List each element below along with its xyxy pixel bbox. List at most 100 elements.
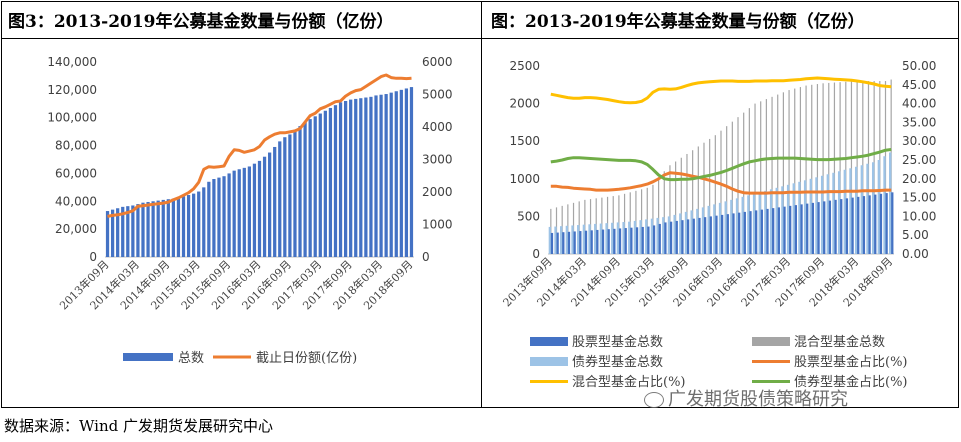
left-y-left-tick: 0 — [89, 250, 97, 264]
right-y-right-tick: 45.00 — [902, 78, 936, 92]
right-bar-stock — [783, 206, 786, 254]
right-bar-mixed — [663, 171, 665, 254]
left-bar-total — [161, 199, 165, 257]
left-bar-total — [394, 91, 398, 257]
left-y-left-tick: 100,000 — [47, 111, 97, 125]
right-y-right-tick: 35.00 — [902, 115, 936, 129]
left-bar-total — [166, 199, 170, 257]
right-bar-mixed — [669, 165, 671, 254]
right-bar-bond — [656, 217, 659, 254]
left-y-left-tick: 80,000 — [55, 139, 97, 153]
left-bar-total — [151, 201, 155, 257]
right-bar-bond — [622, 222, 625, 254]
right-bar-stock — [635, 227, 639, 254]
right-bar-bond — [611, 222, 614, 254]
right-bar-stock — [828, 200, 832, 254]
right-bar-stock — [834, 199, 837, 254]
left-bar-total — [303, 121, 307, 258]
right-line-bond-share — [550, 148, 892, 182]
right-bar-stock — [721, 214, 724, 254]
left-bar-total — [343, 101, 348, 257]
left-bar-total — [202, 187, 206, 257]
right-bar-stock — [715, 215, 718, 254]
right-bar-bond — [701, 207, 705, 254]
right-bar-mixed — [754, 103, 756, 254]
left-bar-total — [227, 173, 231, 257]
right-bar-bond — [832, 172, 835, 254]
right-bar-mixed — [680, 157, 682, 254]
left-bar-total — [318, 113, 322, 258]
left-bar-total — [146, 201, 150, 257]
right-bar-stock — [891, 192, 894, 254]
left-bar-total — [257, 160, 262, 257]
right-bar-mixed — [675, 161, 677, 254]
right-bar-bond — [866, 163, 869, 254]
right-bar-mixed — [720, 130, 722, 254]
right-y-left-tick: 1000 — [509, 172, 540, 186]
right-bar-bond — [548, 226, 552, 254]
right-bar-stock — [573, 231, 576, 254]
right-y-right-tick: 40.00 — [902, 97, 936, 111]
left-bar-total — [181, 196, 186, 257]
left-bar-total — [409, 87, 414, 257]
figure-frame — [1, 1, 959, 408]
left-bar-total — [364, 97, 368, 258]
right-bar-mixed — [760, 101, 762, 255]
right-bar-mixed — [714, 135, 716, 254]
right-bar-bond — [849, 168, 852, 254]
right-bar-stock — [607, 229, 610, 254]
left-bar-total — [186, 195, 191, 257]
right-bar-stock — [845, 198, 849, 254]
left-bar-total — [404, 88, 409, 257]
right-y-right-tick: 0.00 — [902, 247, 929, 261]
left-bar-total — [197, 191, 201, 257]
right-bar-stock — [624, 228, 627, 254]
right-bar-stock — [675, 220, 678, 254]
right-bar-stock — [777, 207, 780, 254]
right-bar-bond — [639, 220, 642, 254]
right-bar-bond — [758, 192, 761, 254]
right-bar-mixed — [709, 138, 711, 254]
right-y-left-tick: 0 — [532, 247, 540, 261]
left-bar-total — [313, 116, 317, 257]
left-y-right-tick: 0 — [422, 250, 430, 264]
right-bar-bond — [684, 211, 688, 254]
right-bar-mixed — [805, 85, 807, 254]
right-bar-mixed — [743, 112, 745, 255]
left-bar-total — [389, 92, 393, 258]
left-bar-total — [338, 102, 343, 258]
right-bar-stock — [862, 196, 866, 254]
right-bar-stock — [868, 195, 871, 254]
right-bar-bond — [883, 156, 886, 254]
right-bar-stock — [738, 212, 741, 254]
right-bar-stock — [732, 213, 735, 254]
left-bar-total — [247, 166, 251, 257]
right-bar-mixed — [726, 126, 728, 254]
right-bar-bond — [871, 162, 875, 254]
left-bar-total — [273, 146, 277, 257]
right-bar-stock — [874, 194, 877, 254]
right-bar-stock — [800, 204, 803, 254]
right-bar-mixed — [686, 153, 688, 254]
left-bar-total — [369, 96, 373, 257]
right-bar-stock — [601, 229, 605, 254]
left-y-left-tick: 20,000 — [55, 222, 97, 236]
right-bar-bond — [599, 223, 603, 254]
right-chart-title: 图：2013-2019年公募基金数量与份额（亿份） — [491, 12, 865, 32]
right-bar-bond — [679, 213, 682, 254]
right-bar-stock — [857, 196, 860, 254]
source-note: 数据来源：Wind 广发期货发展研究中心 — [4, 417, 273, 435]
right-bar-bond — [889, 152, 892, 254]
right-bar-bond — [696, 208, 699, 254]
right-bar-bond — [565, 225, 569, 254]
right-bar-bond — [650, 218, 654, 254]
left-bar-total — [131, 205, 135, 257]
right-bar-bond — [582, 224, 586, 254]
right-bar-stock — [641, 226, 644, 254]
right-bar-stock — [851, 197, 854, 254]
left-bar-total — [354, 98, 358, 258]
right-y-right-tick: 10.00 — [902, 209, 936, 223]
left-bar-total — [171, 198, 176, 257]
right-bar-mixed — [839, 82, 841, 254]
right-bar-mixed — [692, 150, 694, 254]
